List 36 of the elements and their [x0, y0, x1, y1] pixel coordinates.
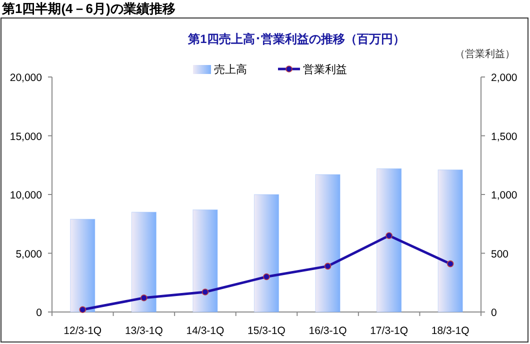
y-tick-label: 15,000 — [10, 130, 42, 143]
bar — [254, 194, 280, 312]
x-tick-label: 13/3-1Q — [124, 325, 163, 337]
point — [324, 262, 332, 270]
y-tick-label: 10,000 — [10, 190, 42, 202]
chart-title: 第1四半期(4－6月)の業績推移 — [1, 1, 176, 16]
y-tick-label: 0 — [36, 307, 42, 319]
bar — [376, 168, 402, 312]
bar — [438, 170, 463, 312]
bar — [131, 212, 156, 312]
bar — [315, 174, 340, 312]
point — [386, 232, 392, 240]
x-tick-label: 14/3-1Q — [186, 325, 224, 337]
x-tick-label: 16/3-1Q — [308, 325, 347, 337]
x-tick-label: 15/3-1Q — [248, 325, 286, 337]
y2-tick-label: 1,500 — [491, 130, 518, 143]
y2-tick-label: 1,000 — [491, 190, 518, 202]
bar — [192, 209, 218, 312]
y-tick-label: 20,000 — [10, 72, 42, 84]
legend-label: 売上高 — [214, 63, 247, 76]
bar — [70, 218, 96, 312]
point — [263, 273, 270, 280]
y-tick-label: 5,000 — [16, 248, 42, 260]
point — [446, 260, 454, 268]
y2-axis-title: （営業利益） — [455, 48, 515, 60]
x-tick-label: 17/3-1Q — [370, 325, 408, 337]
point — [140, 294, 148, 302]
x-tick-label: 12/3-1Q — [64, 325, 102, 337]
x-tick-label: 18/3-1Q — [431, 325, 470, 337]
chart-subtitle: 第1四売上高･営業利益の推移（百万円） — [187, 32, 405, 46]
point — [79, 306, 86, 314]
y2-tick-label: 2,000 — [491, 72, 518, 84]
legend-label: 営業利益 — [303, 63, 347, 76]
y2-tick-label: 0 — [491, 307, 497, 319]
point — [202, 288, 209, 296]
y2-tick-label: 500 — [491, 248, 509, 260]
